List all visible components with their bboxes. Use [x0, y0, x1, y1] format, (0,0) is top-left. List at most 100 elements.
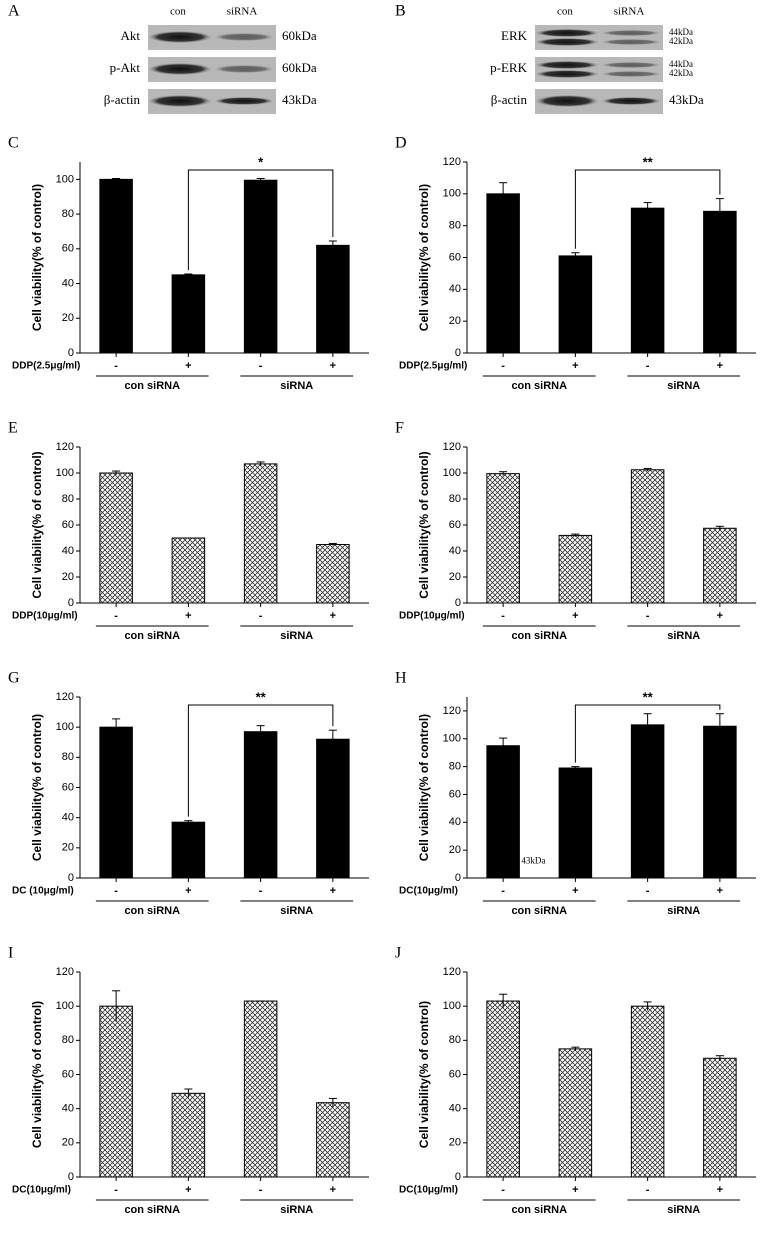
panel-label: I	[8, 945, 13, 962]
size-label: 44kDa	[669, 59, 693, 69]
y-tick-label: 100	[56, 1000, 74, 1012]
y-axis-label: Cell viability(% of control)	[30, 1001, 44, 1148]
panel-label: E	[8, 420, 18, 437]
y-tick-label: 40	[449, 1103, 461, 1115]
y-axis-label: Cell viability(% of control)	[417, 184, 431, 331]
bar	[558, 255, 593, 354]
y-tick-label: 40	[62, 812, 74, 824]
panel-label: B	[395, 3, 406, 20]
bar	[558, 534, 593, 604]
column-label: siRNA	[227, 6, 258, 18]
y-tick-label: 20	[62, 571, 74, 583]
y-axis-label: Cell viability(% of control)	[417, 714, 431, 861]
y-tick-label: 60	[62, 519, 74, 531]
y-tick-label: 80	[449, 1034, 461, 1046]
treatment-label: DC(10μg/ml)	[12, 1185, 71, 1196]
y-tick-label: 0	[455, 872, 461, 884]
group-label: con siRNA	[124, 905, 180, 917]
band	[148, 31, 212, 43]
column-label: siRNA	[614, 6, 645, 18]
group-label: con siRNA	[124, 1204, 180, 1216]
annotation: 43kDa	[521, 855, 545, 865]
group-label: con siRNA	[124, 380, 180, 392]
bar	[243, 1000, 278, 1178]
x-tick-label: -	[501, 885, 505, 897]
y-tick-label: 20	[449, 315, 461, 327]
column-label: con	[170, 6, 186, 18]
bar	[316, 738, 350, 879]
bar	[630, 724, 665, 879]
y-tick-label: 0	[455, 597, 461, 609]
bar	[243, 731, 278, 879]
y-tick-label: 60	[449, 1068, 461, 1080]
y-tick-label: 100	[443, 188, 461, 200]
group-label: siRNA	[280, 380, 313, 392]
y-tick-label: 0	[68, 872, 74, 884]
group-label: con siRNA	[511, 380, 567, 392]
x-tick-label: +	[330, 610, 336, 622]
significance-label: **	[256, 689, 267, 704]
bar	[486, 193, 520, 354]
y-axis-label: Cell viability(% of control)	[30, 714, 44, 861]
y-tick-label: 100	[443, 467, 461, 479]
band	[535, 95, 599, 107]
y-tick-label: 120	[56, 966, 74, 978]
y-tick-label: 60	[62, 781, 74, 793]
row-label: Akt	[121, 28, 141, 43]
x-tick-label: +	[330, 360, 336, 372]
band	[535, 38, 599, 46]
x-tick-label: +	[330, 1184, 336, 1196]
y-tick-label: 40	[62, 277, 74, 289]
row-label: p-ERK	[490, 60, 527, 75]
y-tick-label: 100	[443, 1000, 461, 1012]
y-tick-label: 60	[449, 519, 461, 531]
bar	[99, 178, 133, 354]
y-tick-label: 120	[443, 966, 461, 978]
treatment-label: DDP(2.5μg/ml)	[12, 361, 80, 372]
panel-label: A	[8, 3, 20, 20]
y-tick-label: 100	[443, 733, 461, 745]
y-tick-label: 0	[455, 1171, 461, 1183]
y-tick-label: 80	[62, 493, 74, 505]
group-label: con siRNA	[511, 905, 567, 917]
x-tick-label: -	[114, 610, 118, 622]
row-label: ERK	[501, 28, 528, 43]
group-label: siRNA	[667, 1204, 700, 1216]
significance-bracket	[574, 169, 721, 249]
band	[148, 63, 212, 75]
y-tick-label: 60	[449, 251, 461, 263]
band	[214, 97, 274, 105]
treatment-label: DDP(10μg/ml)	[399, 611, 465, 622]
significance-label: **	[643, 689, 654, 704]
significance-label: *	[258, 154, 264, 169]
significance-bracket	[187, 169, 334, 270]
y-tick-label: 80	[449, 761, 461, 773]
bar	[486, 473, 520, 604]
bar	[703, 210, 737, 354]
size-label: 42kDa	[669, 36, 693, 46]
band	[535, 29, 599, 37]
y-tick-label: 0	[68, 1171, 74, 1183]
bar	[703, 725, 737, 879]
significance-label: **	[643, 154, 654, 169]
x-tick-label: +	[572, 360, 578, 372]
y-tick-label: 40	[449, 545, 461, 557]
band	[214, 65, 274, 73]
x-tick-label: -	[501, 360, 505, 372]
bar	[703, 1057, 737, 1178]
x-tick-label: +	[717, 360, 723, 372]
panel-label: H	[395, 670, 407, 687]
x-tick-label: -	[501, 1184, 505, 1196]
x-tick-label: +	[717, 885, 723, 897]
y-tick-label: 60	[62, 1068, 74, 1080]
bar	[99, 726, 133, 879]
bar	[486, 745, 520, 879]
y-tick-label: 80	[62, 1034, 74, 1046]
x-tick-label: +	[717, 610, 723, 622]
x-tick-label: -	[259, 885, 263, 897]
y-axis-label: Cell viability(% of control)	[417, 451, 431, 598]
group-label: siRNA	[280, 905, 313, 917]
row-label: p-Akt	[110, 60, 141, 75]
bar	[316, 244, 350, 354]
